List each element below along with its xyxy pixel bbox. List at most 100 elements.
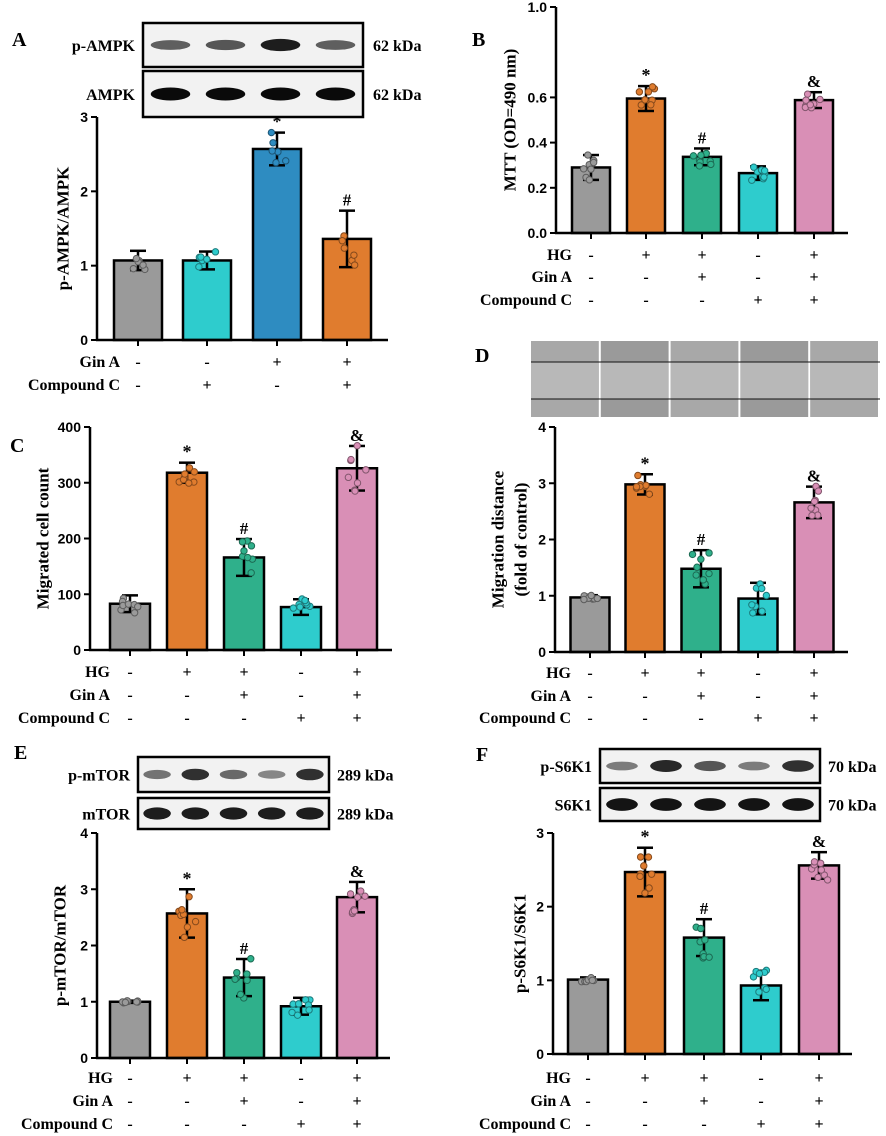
treatment-label: HG bbox=[85, 664, 110, 681]
data-point bbox=[697, 555, 705, 563]
data-point bbox=[211, 248, 220, 256]
data-point bbox=[267, 128, 276, 137]
y-tick-label: 4 bbox=[80, 825, 88, 841]
blot-kda-label: 62 kDa bbox=[373, 87, 421, 104]
treatment-sign: - bbox=[184, 710, 189, 727]
bar bbox=[108, 1000, 152, 1060]
treatment-sign: + bbox=[753, 292, 762, 309]
significance-mark: * bbox=[273, 112, 282, 132]
data-point bbox=[635, 88, 644, 96]
y-tick-label: 300 bbox=[58, 475, 82, 491]
data-point bbox=[282, 157, 290, 165]
y-axis-label: MTT (OD=490 nm) bbox=[501, 49, 520, 192]
bar bbox=[335, 895, 379, 1060]
y-tick-label: 3 bbox=[538, 475, 546, 491]
data-point bbox=[134, 603, 142, 611]
blot-protein-label: p-S6K1 bbox=[540, 759, 592, 776]
data-point bbox=[243, 553, 252, 562]
treatment-sign: - bbox=[241, 1116, 246, 1133]
data-point bbox=[688, 550, 697, 559]
data-point bbox=[645, 884, 653, 892]
data-point bbox=[802, 96, 810, 104]
data-point bbox=[648, 83, 657, 91]
blot-kda-label: 70 kDa bbox=[828, 759, 876, 776]
y-tick-label: 1 bbox=[80, 258, 88, 274]
treatment-label: Gin A bbox=[70, 687, 111, 704]
data-point bbox=[816, 859, 825, 867]
blot-protein-label: p-AMPK bbox=[72, 38, 136, 55]
data-point bbox=[350, 251, 358, 259]
data-point bbox=[293, 1011, 302, 1019]
data-point bbox=[755, 988, 763, 996]
y-axis-label: Migration distance bbox=[489, 470, 508, 608]
bar bbox=[737, 171, 779, 235]
data-point bbox=[644, 88, 653, 96]
data-point bbox=[347, 455, 355, 464]
data-point bbox=[750, 163, 758, 171]
y-tick-label: 0 bbox=[73, 642, 81, 658]
treatment-label: HG bbox=[546, 665, 571, 682]
data-point bbox=[697, 151, 705, 159]
blot-band bbox=[257, 807, 286, 820]
data-point bbox=[699, 576, 708, 584]
treatment-sign: - bbox=[127, 1093, 132, 1110]
significance-mark: & bbox=[807, 467, 821, 486]
treatment-sign: + bbox=[753, 710, 762, 727]
significance-mark: # bbox=[697, 530, 706, 549]
data-point bbox=[269, 139, 277, 147]
data-point bbox=[644, 853, 653, 861]
data-point bbox=[185, 893, 193, 901]
significance-mark: * bbox=[641, 453, 650, 473]
treatment-sign: - bbox=[642, 1116, 647, 1133]
treatment-sign: - bbox=[698, 710, 703, 727]
y-tick-label: 3 bbox=[536, 825, 544, 841]
treatment-sign: + bbox=[696, 665, 705, 682]
treatment-sign: - bbox=[127, 710, 132, 727]
data-point bbox=[233, 968, 241, 977]
data-point bbox=[247, 955, 255, 963]
data-point bbox=[808, 511, 816, 520]
treatment-sign: + bbox=[239, 1070, 248, 1087]
treatment-sign: - bbox=[755, 688, 760, 705]
treatment-sign: - bbox=[298, 1070, 303, 1087]
treatment-sign: + bbox=[182, 664, 191, 681]
treatment-sign: + bbox=[352, 1093, 361, 1110]
treatment-sign: + bbox=[809, 269, 818, 286]
data-point bbox=[593, 594, 602, 603]
blot-band bbox=[315, 87, 356, 101]
bar bbox=[624, 483, 666, 654]
blot-band bbox=[150, 87, 191, 101]
data-point bbox=[139, 261, 147, 269]
blot-band bbox=[296, 768, 324, 781]
blot-protein-label: AMPK bbox=[86, 87, 135, 104]
treatment-sign: - bbox=[135, 377, 140, 394]
data-point bbox=[301, 596, 309, 605]
treatment-sign: - bbox=[699, 292, 704, 309]
blot-band bbox=[257, 770, 286, 779]
blot-band bbox=[219, 807, 248, 820]
treatment-sign: - bbox=[588, 292, 593, 309]
treatment-sign: - bbox=[241, 710, 246, 727]
y-axis-label: Migrated cell count bbox=[34, 467, 53, 609]
wound-gap bbox=[600, 362, 669, 399]
data-point bbox=[195, 263, 203, 271]
data-point bbox=[346, 890, 355, 898]
data-point bbox=[185, 464, 194, 472]
treatment-sign: + bbox=[352, 1116, 361, 1133]
treatment-sign: - bbox=[127, 1116, 132, 1133]
treatment-sign: + bbox=[202, 377, 211, 394]
bar bbox=[569, 596, 611, 654]
data-point bbox=[748, 601, 756, 609]
y-axis-label: p-S6K1/S6K1 bbox=[511, 894, 530, 993]
data-point bbox=[190, 468, 199, 476]
y-tick-label: 100 bbox=[58, 586, 82, 602]
treatment-sign: - bbox=[274, 377, 279, 394]
data-point bbox=[183, 923, 192, 931]
treatment-sign: - bbox=[701, 1116, 706, 1133]
data-point bbox=[587, 165, 595, 173]
data-point bbox=[121, 998, 130, 1007]
data-point bbox=[634, 471, 642, 480]
bar bbox=[682, 936, 726, 1056]
